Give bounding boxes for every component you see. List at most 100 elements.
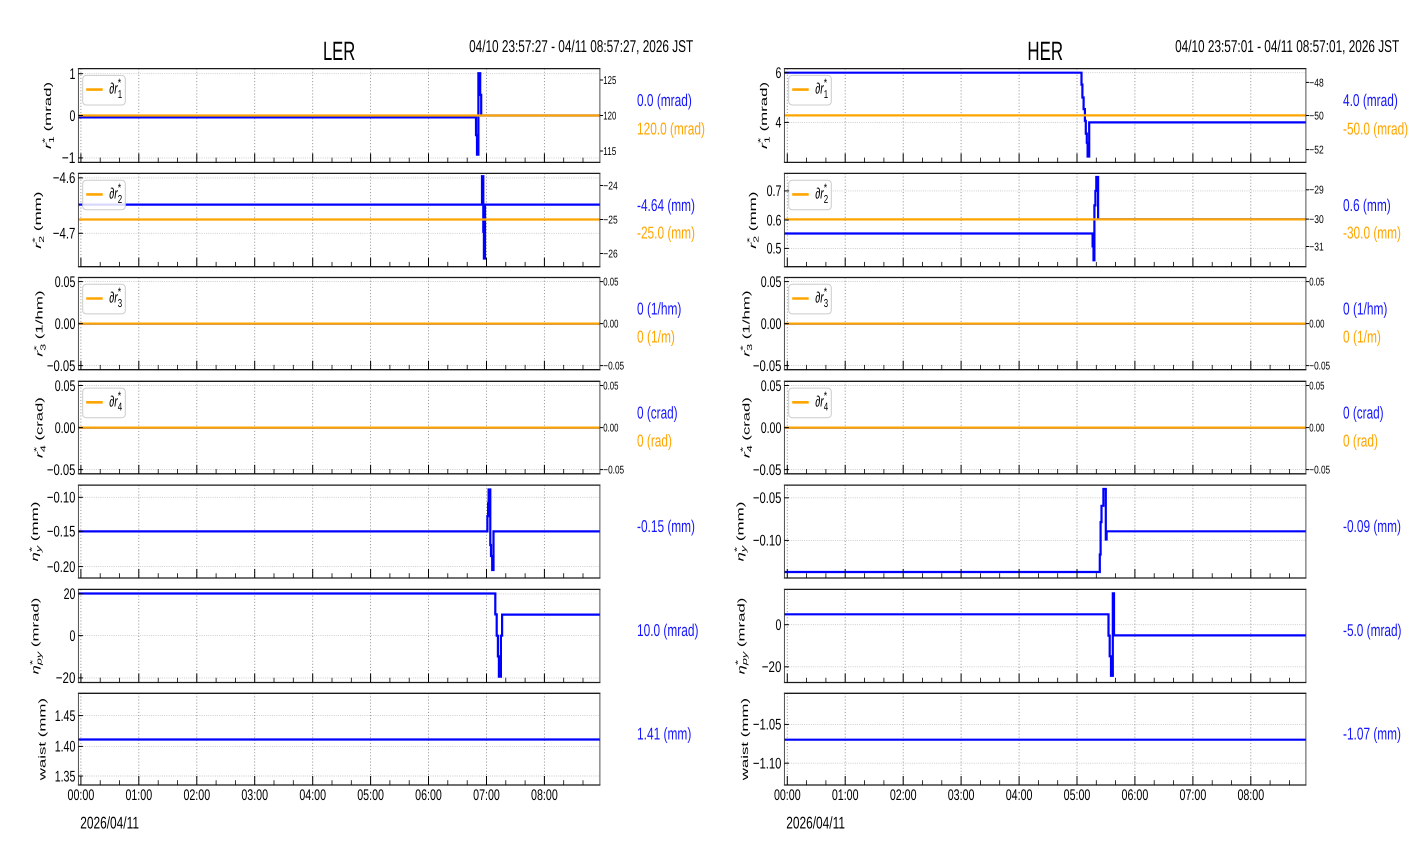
svg-text:0.00: 0.00 xyxy=(1309,319,1324,331)
svg-text:0 (crad): 0 (crad) xyxy=(1343,404,1384,423)
svg-text:0.05: 0.05 xyxy=(603,277,618,289)
svg-text:−24: −24 xyxy=(603,180,617,192)
svg-text:0: 0 xyxy=(776,617,782,634)
svg-text:0.00: 0.00 xyxy=(603,423,618,435)
svg-text:*: * xyxy=(733,547,742,553)
svg-text:(mm): (mm) xyxy=(30,502,41,546)
svg-text:0.5: 0.5 xyxy=(767,241,782,258)
svg-text:*: * xyxy=(756,137,765,143)
svg-text:py: py xyxy=(740,650,749,667)
svg-text:py: py xyxy=(34,650,43,667)
svg-text:08:00: 08:00 xyxy=(531,787,558,804)
svg-text:05:00: 05:00 xyxy=(357,787,384,804)
svg-text:2: 2 xyxy=(824,194,828,206)
svg-text:*: * xyxy=(118,390,122,402)
svg-text:2026/04/11: 2026/04/11 xyxy=(80,814,139,833)
svg-text:0 (rad): 0 (rad) xyxy=(637,431,672,450)
svg-text:r: r xyxy=(741,349,752,356)
svg-text:0.00: 0.00 xyxy=(761,420,782,437)
svg-text:(crad): (crad) xyxy=(35,397,46,445)
svg-text:0.6: 0.6 xyxy=(767,212,782,229)
svg-text:∂r: ∂r xyxy=(109,81,118,98)
svg-text:01:00: 01:00 xyxy=(125,787,152,804)
svg-text:0.05: 0.05 xyxy=(55,274,76,291)
svg-text:0.00: 0.00 xyxy=(55,420,76,437)
svg-text:0.05: 0.05 xyxy=(1309,380,1324,392)
svg-text:-25.0 (mm): -25.0 (mm) xyxy=(637,224,695,243)
svg-text:r: r xyxy=(35,451,46,458)
svg-text:−0.15: −0.15 xyxy=(47,524,76,541)
svg-text:120.0 (mrad): 120.0 (mrad) xyxy=(637,120,705,139)
svg-text:3: 3 xyxy=(38,344,47,351)
svg-text:−25: −25 xyxy=(603,214,617,226)
svg-text:0.00: 0.00 xyxy=(761,316,782,333)
svg-text:*: * xyxy=(745,237,754,243)
svg-text:0.6 (mm): 0.6 (mm) xyxy=(1343,196,1391,215)
svg-text:4: 4 xyxy=(38,445,47,452)
svg-text:η: η xyxy=(31,665,42,674)
svg-text:0 (1/hm): 0 (1/hm) xyxy=(637,300,681,319)
svg-text:-1.07 (mm): -1.07 (mm) xyxy=(1343,724,1401,743)
svg-text:04:00: 04:00 xyxy=(299,787,326,804)
svg-text:0.00: 0.00 xyxy=(603,319,618,331)
svg-text:−26: −26 xyxy=(603,248,617,260)
svg-text:4.0 (mrad): 4.0 (mrad) xyxy=(1343,91,1398,110)
svg-text:(mm): (mm) xyxy=(748,192,759,236)
svg-text:*: * xyxy=(118,183,122,195)
svg-text:*: * xyxy=(824,390,828,402)
svg-text:−0.05: −0.05 xyxy=(47,462,76,479)
svg-text:η: η xyxy=(30,552,41,561)
svg-text:−0.05: −0.05 xyxy=(603,361,624,373)
svg-text:(mrad): (mrad) xyxy=(43,82,54,136)
svg-text:4: 4 xyxy=(776,115,782,132)
svg-text:2: 2 xyxy=(118,194,122,206)
svg-text:0 (rad): 0 (rad) xyxy=(1343,431,1378,450)
svg-text:4: 4 xyxy=(745,445,754,452)
svg-text:∂r: ∂r xyxy=(109,393,118,410)
svg-text:03:00: 03:00 xyxy=(241,787,268,804)
svg-text:LER: LER xyxy=(323,36,355,66)
svg-text:0.00: 0.00 xyxy=(55,316,76,333)
svg-text:η: η xyxy=(736,665,747,674)
svg-text:1: 1 xyxy=(47,136,56,143)
svg-text:r: r xyxy=(35,349,46,356)
svg-text:*: * xyxy=(28,547,37,553)
svg-text:−20: −20 xyxy=(56,670,76,687)
svg-text:HER: HER xyxy=(1027,36,1063,66)
svg-text:05:00: 05:00 xyxy=(1064,787,1091,804)
svg-text:−29: −29 xyxy=(1309,185,1323,197)
svg-text:−0.05: −0.05 xyxy=(603,465,624,477)
svg-text:3: 3 xyxy=(745,344,754,351)
svg-text:−1: −1 xyxy=(62,150,76,167)
svg-text:(mrad): (mrad) xyxy=(31,598,42,652)
svg-text:(mrad): (mrad) xyxy=(736,598,747,652)
svg-text:−4.6: −4.6 xyxy=(53,170,76,187)
svg-text:∂r: ∂r xyxy=(109,290,118,307)
svg-text:1: 1 xyxy=(70,66,76,83)
svg-text:r: r xyxy=(759,142,770,149)
svg-text:−0.05: −0.05 xyxy=(1309,361,1330,373)
svg-text:08:00: 08:00 xyxy=(1237,787,1264,804)
svg-text:*: * xyxy=(734,660,743,666)
svg-text:−1.10: −1.10 xyxy=(753,756,782,773)
svg-text:−0.05: −0.05 xyxy=(1309,465,1330,477)
svg-text:*: * xyxy=(32,446,41,452)
svg-text:4: 4 xyxy=(118,402,123,414)
svg-text:0: 0 xyxy=(70,628,76,645)
svg-text:*: * xyxy=(739,345,748,351)
svg-text:00:00: 00:00 xyxy=(68,787,95,804)
svg-text:*: * xyxy=(41,137,50,143)
svg-text:−50: −50 xyxy=(1309,110,1323,122)
svg-text:04/10 23:57:01 - 04/11 08:57:0: 04/10 23:57:01 - 04/11 08:57:01, 2026 JS… xyxy=(1175,37,1399,56)
svg-text:y: y xyxy=(34,543,43,553)
svg-text:0 (crad): 0 (crad) xyxy=(637,404,678,423)
svg-text:02:00: 02:00 xyxy=(183,787,210,804)
svg-text:y: y xyxy=(739,543,748,553)
svg-text:2: 2 xyxy=(752,236,761,243)
svg-text:1.35: 1.35 xyxy=(55,768,76,785)
svg-text:0.05: 0.05 xyxy=(1309,277,1324,289)
svg-text:10.0 (mrad): 10.0 (mrad) xyxy=(637,621,698,640)
svg-text:*: * xyxy=(32,345,41,351)
svg-text:0 (1/m): 0 (1/m) xyxy=(637,327,675,346)
svg-text:r: r xyxy=(43,142,54,149)
